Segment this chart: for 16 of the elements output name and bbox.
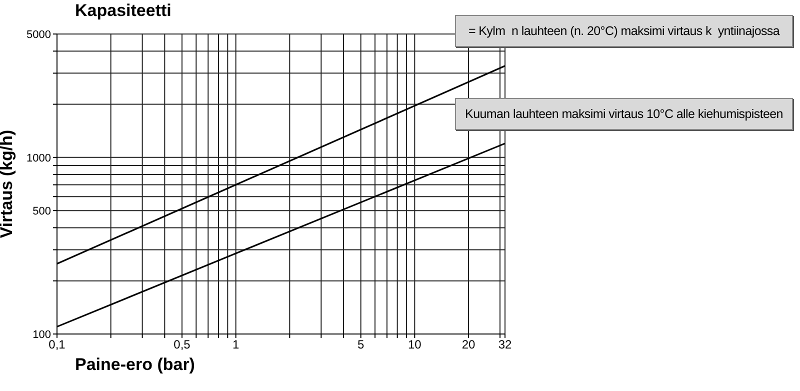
chart-title: Kapasiteetti (75, 1, 172, 21)
x-tick-label: 0,5 (174, 338, 191, 352)
x-tick-label: 32 (498, 338, 512, 352)
x-tick-label: 1 (232, 338, 240, 352)
x-tick-label: 5 (357, 338, 364, 352)
y-tick-label: 100 (32, 328, 51, 341)
x-tick-label: 20 (462, 338, 476, 352)
x-axis-title: Paine-ero (bar) (75, 355, 195, 375)
y-tick-label: 1000 (26, 152, 51, 164)
x-tick-label: 0,1 (48, 338, 66, 352)
y-axis-title: Virtaus (kg/h) (0, 130, 16, 238)
y-tick-label: 500 (32, 205, 51, 218)
annotation: Kuuman lauhteen maksimi virtaus 10°C alle kiehumispisteen (455, 98, 793, 130)
x-tick-label: 10 (408, 338, 422, 352)
y-tick-label: 5000 (26, 28, 51, 41)
annotation: = Kylm n lauhteen (n. 20°C) maksimi virtaus k yntiinajossa (455, 15, 793, 47)
